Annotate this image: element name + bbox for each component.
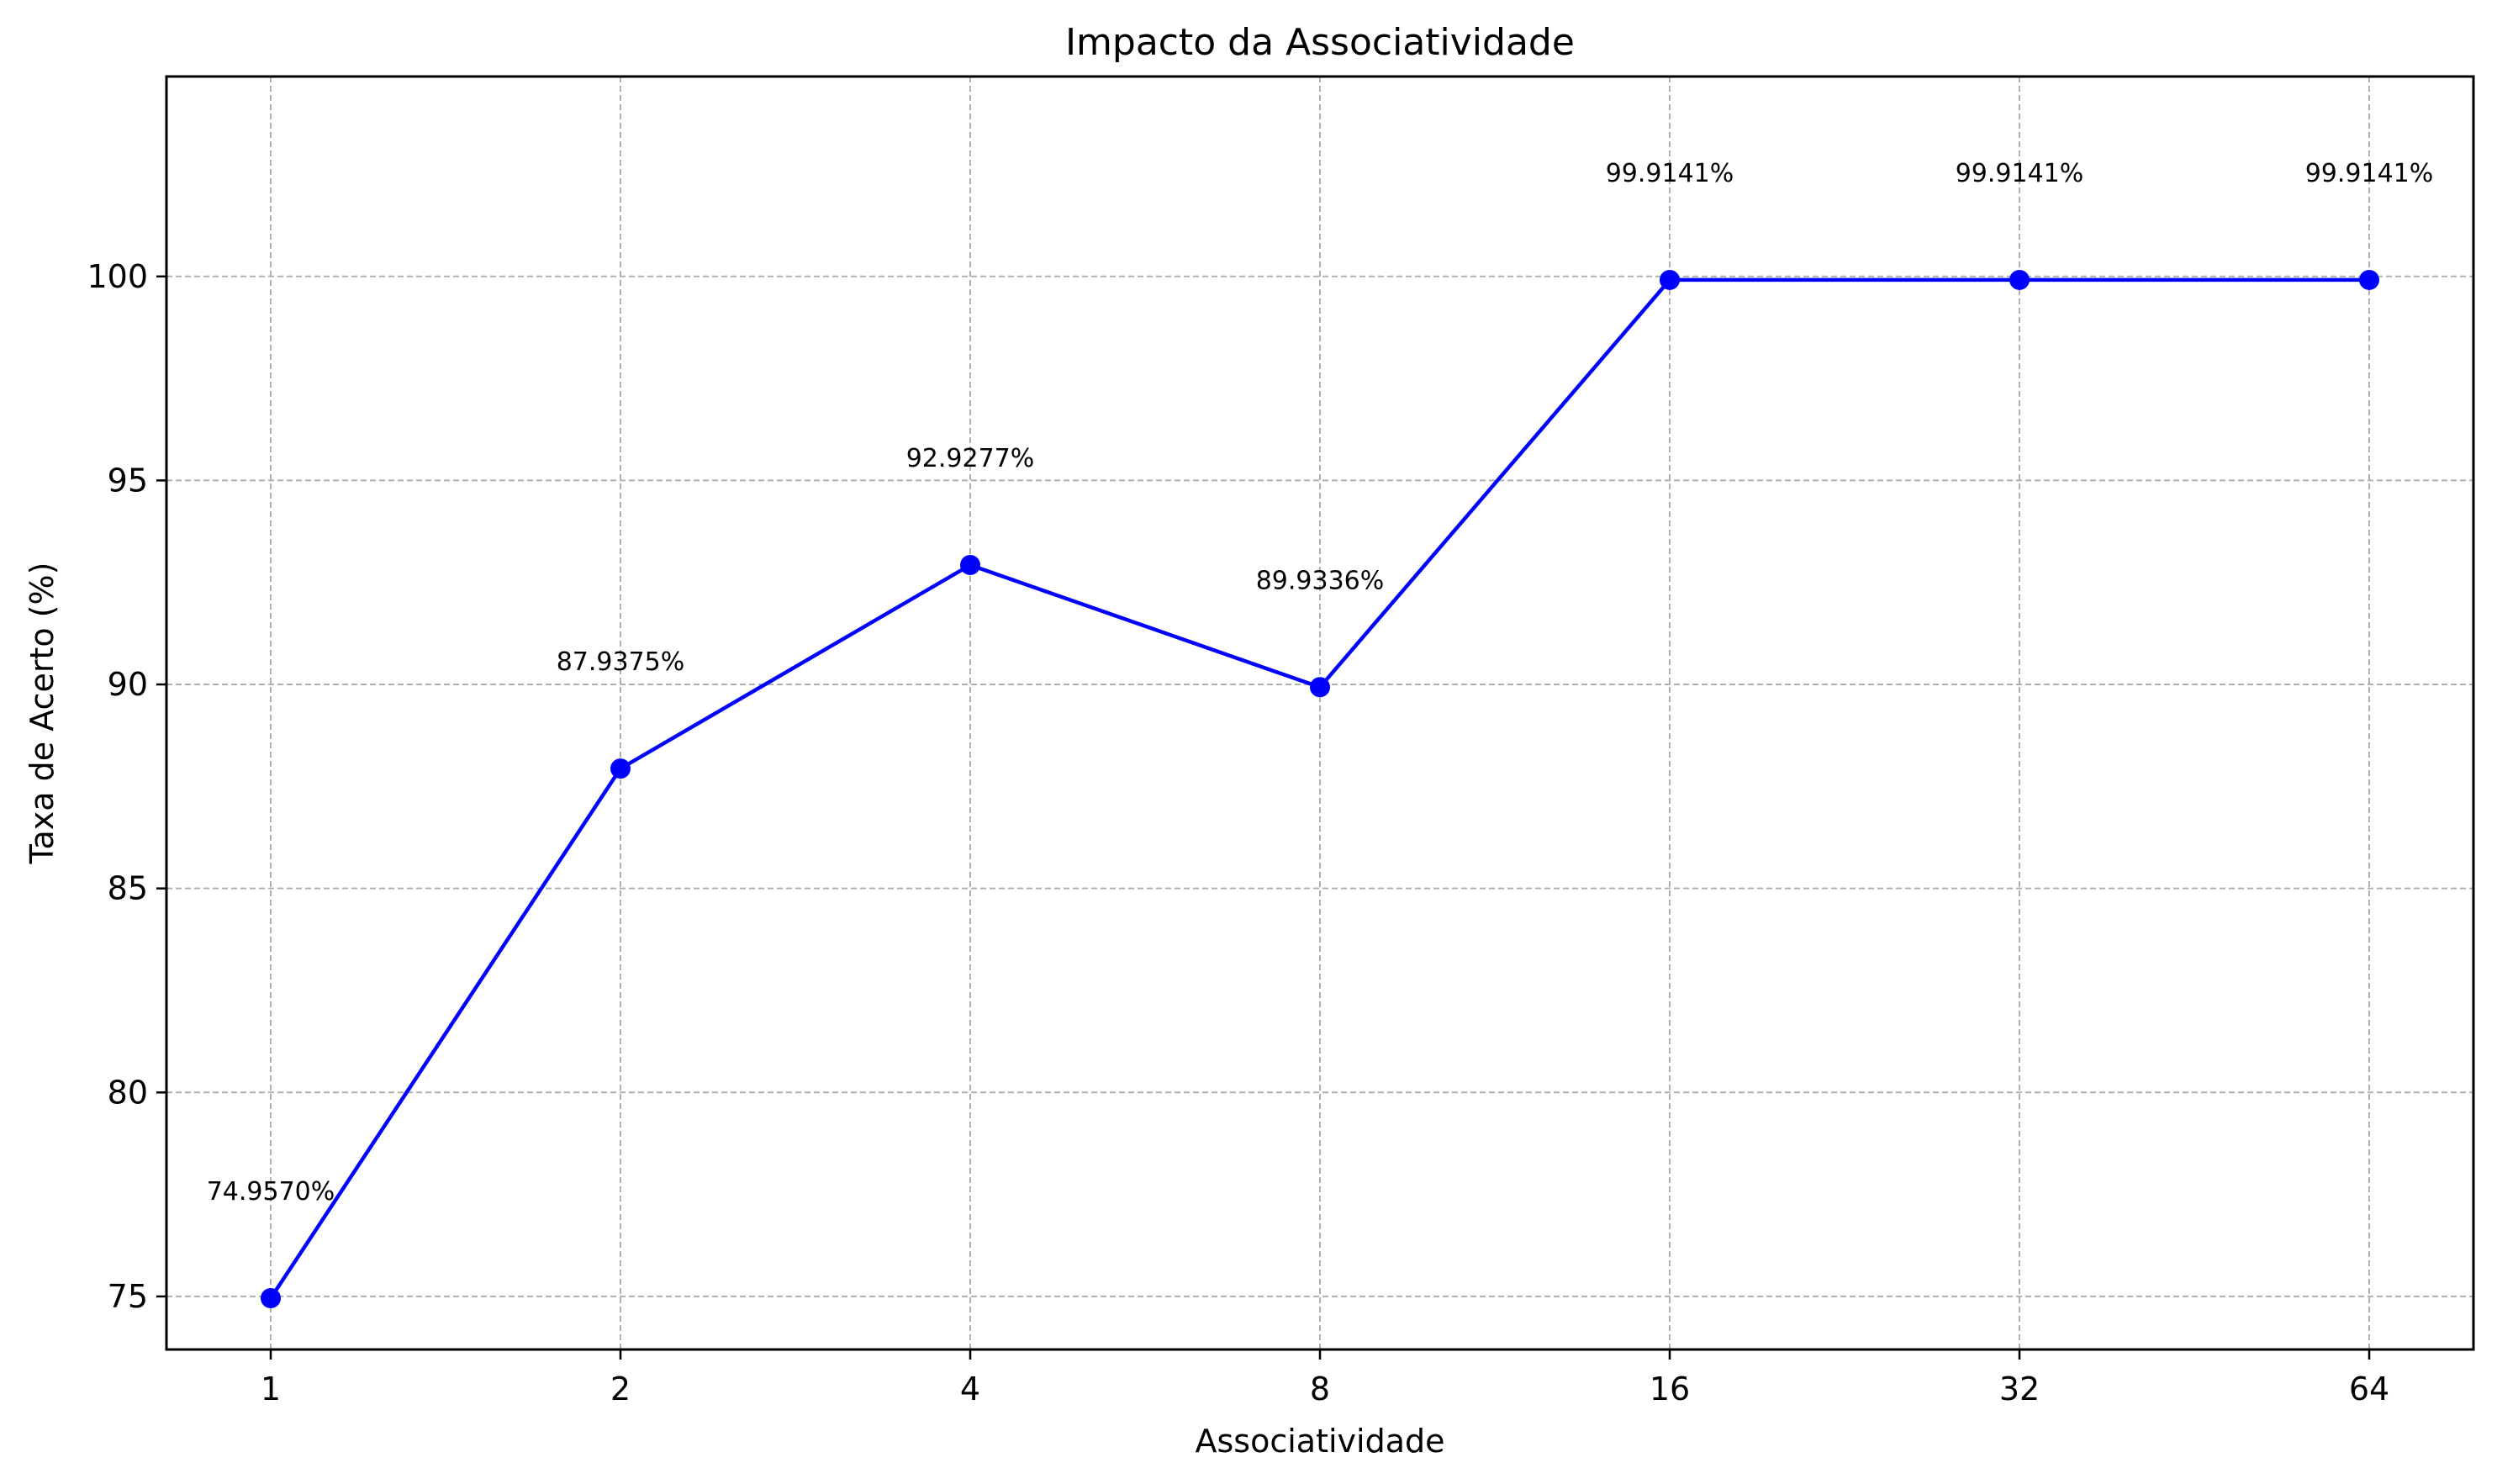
data-point-16 — [1660, 269, 1680, 290]
plot-frame — [165, 75, 2475, 1351]
x-tick-label-16: 16 — [1650, 1370, 1690, 1407]
y-axis-label: Taxa de Acerto (%) — [24, 562, 61, 865]
x-tick-label-2: 2 — [610, 1370, 631, 1407]
data-point-4 — [960, 554, 980, 575]
data-label-1: 74.9570% — [207, 1177, 335, 1207]
x-tick-label-64: 64 — [2349, 1370, 2389, 1407]
y-tick-label-100: 100 — [87, 258, 148, 295]
chart-title: Impacto da Associatividade — [1065, 21, 1575, 64]
x-tick-label-1: 1 — [261, 1370, 281, 1407]
y-tick-label-80: 80 — [108, 1074, 148, 1111]
data-label-32: 99.9141% — [1956, 159, 2084, 188]
data-label-4: 92.9277% — [906, 444, 1035, 473]
y-tick-label-75: 75 — [108, 1278, 148, 1315]
x-axis-label: Associatividade — [1196, 1423, 1445, 1460]
y-tick-label-85: 85 — [108, 870, 148, 907]
series-marker-layer — [261, 269, 2379, 1309]
data-label-64: 99.9141% — [2305, 159, 2434, 188]
y-tick-label-90: 90 — [108, 666, 148, 703]
x-tick-label-8: 8 — [1310, 1370, 1330, 1407]
y-tick-label-95: 95 — [108, 462, 148, 499]
grid — [166, 77, 2473, 1349]
data-point-32 — [2009, 269, 2030, 290]
x-tick-label-32: 32 — [1999, 1370, 2040, 1407]
tick-layer: 1 2 4 8 16 32 64 75 80 85 90 95 100 — [87, 258, 2389, 1407]
data-label-2: 87.9375% — [557, 647, 685, 677]
data-label-layer: 74.9570% 87.9375% 92.9277% 89.9336% 99.9141%… — [207, 159, 2434, 1207]
data-label-8: 89.9336% — [1256, 566, 1385, 595]
data-point-1 — [261, 1288, 281, 1309]
data-label-16: 99.9141% — [1606, 159, 1734, 188]
data-point-64 — [2359, 269, 2379, 290]
data-point-2 — [610, 758, 631, 779]
x-tick-label-4: 4 — [960, 1370, 980, 1407]
data-point-8 — [1310, 677, 1330, 698]
